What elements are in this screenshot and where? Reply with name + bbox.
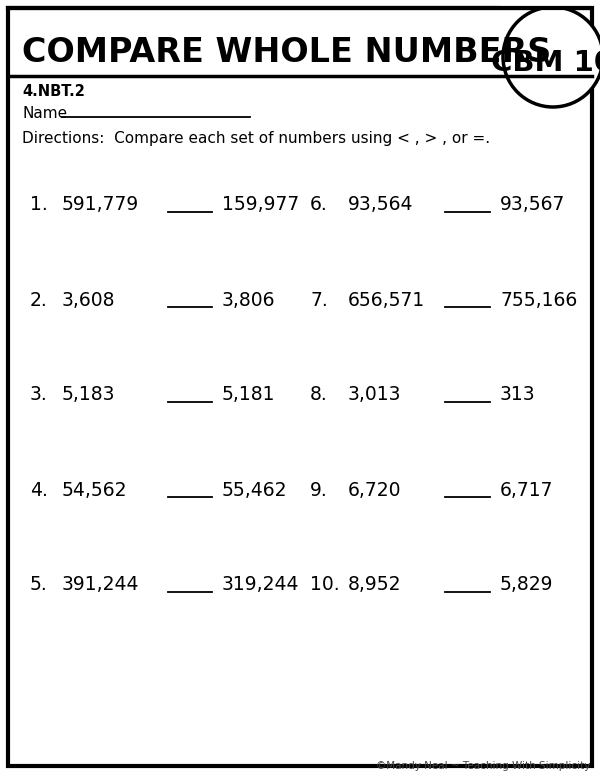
Text: 93,564: 93,564 bbox=[348, 196, 413, 214]
Text: 5,829: 5,829 bbox=[500, 576, 554, 594]
Text: 7.: 7. bbox=[310, 290, 328, 310]
Text: 656,571: 656,571 bbox=[348, 290, 425, 310]
Text: 10.: 10. bbox=[310, 576, 340, 594]
Circle shape bbox=[503, 7, 600, 107]
Text: 2.: 2. bbox=[30, 290, 48, 310]
Text: 755,166: 755,166 bbox=[500, 290, 577, 310]
Text: Directions:  Compare each set of numbers using < , > , or =.: Directions: Compare each set of numbers … bbox=[22, 130, 490, 146]
Text: 3,806: 3,806 bbox=[222, 290, 275, 310]
Text: 8,952: 8,952 bbox=[348, 576, 401, 594]
Text: CBM 10: CBM 10 bbox=[491, 49, 600, 77]
Text: 9.: 9. bbox=[310, 480, 328, 500]
Text: Name: Name bbox=[22, 106, 67, 120]
Text: 6,717: 6,717 bbox=[500, 480, 554, 500]
Text: 93,567: 93,567 bbox=[500, 196, 565, 214]
Text: 1.: 1. bbox=[30, 196, 48, 214]
Text: 3,608: 3,608 bbox=[62, 290, 115, 310]
Text: 3.: 3. bbox=[30, 386, 48, 404]
Text: 591,779: 591,779 bbox=[62, 196, 139, 214]
Text: 159,977: 159,977 bbox=[222, 196, 299, 214]
Text: 5,181: 5,181 bbox=[222, 386, 275, 404]
FancyBboxPatch shape bbox=[501, 0, 600, 10]
Text: 55,462: 55,462 bbox=[222, 480, 287, 500]
Text: 4.: 4. bbox=[30, 480, 48, 500]
Text: 391,244: 391,244 bbox=[62, 576, 139, 594]
Text: 5.: 5. bbox=[30, 576, 48, 594]
FancyBboxPatch shape bbox=[8, 8, 592, 766]
Text: 8.: 8. bbox=[310, 386, 328, 404]
Text: 313: 313 bbox=[500, 386, 536, 404]
Text: 5,183: 5,183 bbox=[62, 386, 115, 404]
Text: 3,013: 3,013 bbox=[348, 386, 401, 404]
Text: COMPARE WHOLE NUMBERS: COMPARE WHOLE NUMBERS bbox=[22, 36, 551, 70]
Text: 6,720: 6,720 bbox=[348, 480, 401, 500]
Text: 6.: 6. bbox=[310, 196, 328, 214]
Text: 319,244: 319,244 bbox=[222, 576, 299, 594]
Text: ©Mandy Neal ~ Teaching With Simplicity: ©Mandy Neal ~ Teaching With Simplicity bbox=[376, 761, 590, 771]
Text: 54,562: 54,562 bbox=[62, 480, 128, 500]
Text: 4.NBT.2: 4.NBT.2 bbox=[22, 85, 85, 99]
